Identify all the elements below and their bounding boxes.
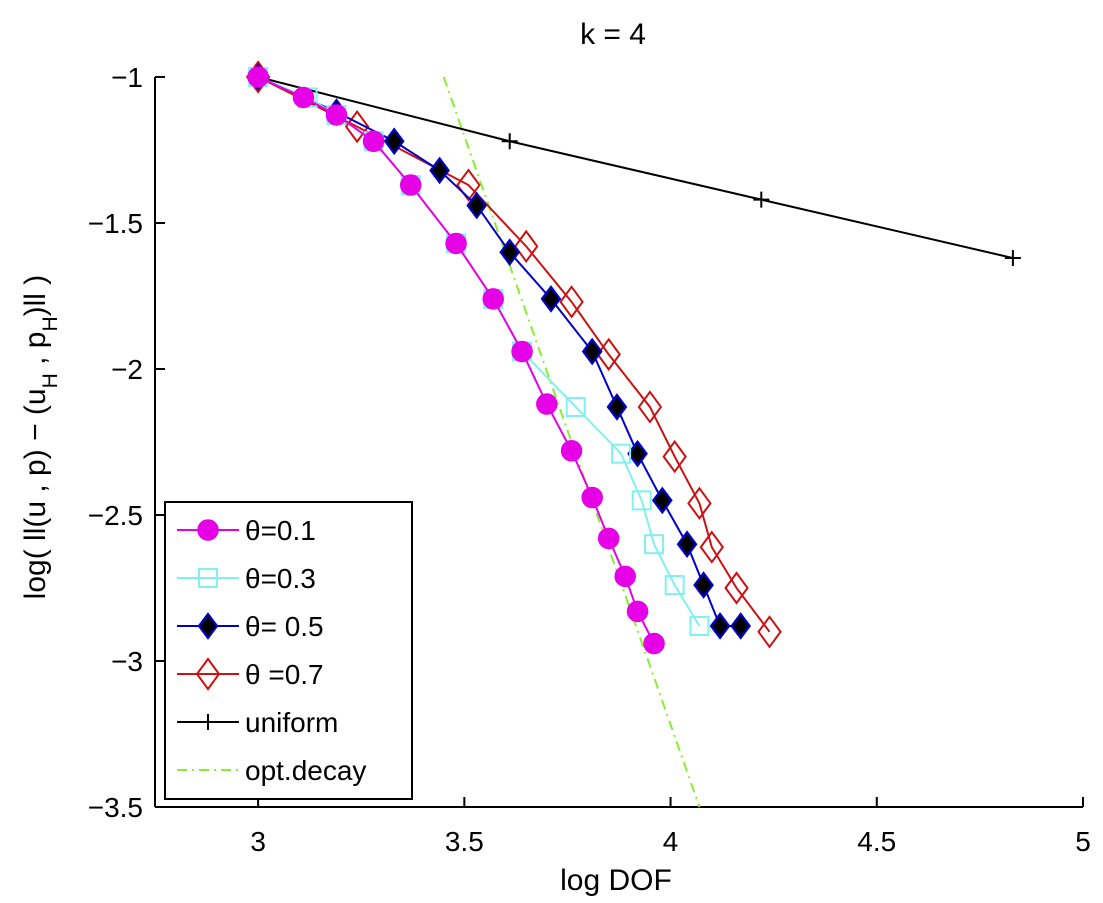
data-point [644, 534, 665, 555]
x-tick-label: 3.5 [445, 826, 484, 857]
data-point [614, 565, 636, 588]
data-point [596, 337, 621, 372]
legend: θ=0.1 θ=0.3 θ= 0.5 θ =0.7 uniform opt.decay [164, 501, 413, 800]
legend-item: θ =0.7 [177, 657, 324, 691]
legend-label: θ=0.1 [245, 515, 316, 546]
data-point [626, 600, 649, 623]
series-5 [442, 76, 701, 808]
data-point [466, 191, 488, 220]
data-point [693, 571, 714, 599]
series-3 [245, 60, 782, 649]
data-point [627, 439, 648, 468]
data-point [540, 285, 562, 313]
y-axis-title: log( ll(u , p) − (uH , pH)ll ) [19, 275, 62, 600]
legend-label: uniform [245, 707, 338, 738]
legend-label: θ= 0.5 [245, 611, 324, 642]
data-point [724, 571, 749, 605]
data-point [456, 168, 481, 202]
data-point [581, 486, 603, 509]
data-point [631, 490, 652, 511]
legend-box [164, 501, 413, 800]
legend-marker [195, 657, 221, 691]
data-point [687, 486, 712, 521]
data-point [565, 396, 586, 417]
legend-item: θ=0.3 [177, 563, 316, 594]
legend-item: opt.decay [177, 755, 366, 786]
series-line [442, 76, 701, 808]
data-point [445, 232, 467, 255]
data-point [730, 612, 752, 640]
data-point [560, 440, 583, 462]
y-tick-label: −3.5 [88, 792, 143, 823]
x-tick-label: 4 [663, 826, 679, 857]
y-tick-label: −3 [111, 646, 143, 677]
data-point [676, 530, 698, 559]
data-point [325, 104, 348, 126]
legend-item: θ=0.1 [177, 515, 316, 546]
data-point [637, 390, 663, 424]
data-point [709, 612, 731, 640]
data-point [651, 486, 673, 515]
data-point [689, 615, 710, 636]
series-line [257, 76, 771, 633]
data-point [247, 66, 269, 88]
plot-axes: 3 3.5 4 4.5 5 −1 −1.5 −2 −2.5 −3 −3.5 [88, 62, 1091, 857]
legend-marker [197, 612, 219, 640]
x-tick-label: 5 [1075, 826, 1091, 857]
data-point [757, 615, 782, 649]
legend-marker [200, 714, 216, 730]
legend-item: θ= 0.5 [177, 611, 324, 642]
y-tick-label: −2 [111, 354, 143, 385]
x-tick-label: 3 [250, 826, 266, 857]
data-point [606, 393, 628, 421]
data-point [362, 130, 385, 152]
data-point [399, 174, 422, 196]
data-point [662, 439, 687, 474]
data-point [344, 109, 370, 144]
data-point [383, 127, 405, 156]
data-point [501, 133, 518, 150]
plot-series [245, 60, 1021, 808]
legend-marker [197, 519, 219, 541]
x-tick-label: 4.5 [857, 826, 896, 857]
data-point [292, 86, 315, 109]
y-tick-label: −1 [111, 62, 143, 93]
data-point [499, 238, 521, 267]
chart-title: k = 4 [580, 18, 646, 51]
data-point [536, 393, 558, 415]
legend-marker [198, 568, 218, 588]
data-point [611, 443, 632, 464]
data-point [643, 632, 665, 655]
y-tick-label: −2.5 [88, 500, 143, 531]
legend-label: opt.decay [245, 755, 366, 786]
data-point [513, 229, 539, 264]
data-point [482, 288, 504, 310]
data-point [664, 575, 685, 596]
legend-label: θ=0.3 [245, 563, 316, 594]
series-line [257, 76, 1014, 260]
legend-label: θ =0.7 [245, 659, 324, 690]
data-point [1004, 250, 1021, 267]
series-0 [247, 66, 665, 655]
data-point [699, 530, 725, 564]
data-point [429, 156, 450, 185]
data-point [511, 340, 533, 363]
data-point [559, 285, 584, 319]
legend-item: uniform [177, 707, 338, 738]
y-tick-label: −1.5 [88, 208, 143, 239]
series-4 [250, 69, 1021, 267]
data-point [753, 191, 770, 208]
data-point [581, 337, 603, 366]
data-point [597, 527, 620, 550]
x-axis-title: log DOF [560, 864, 672, 897]
